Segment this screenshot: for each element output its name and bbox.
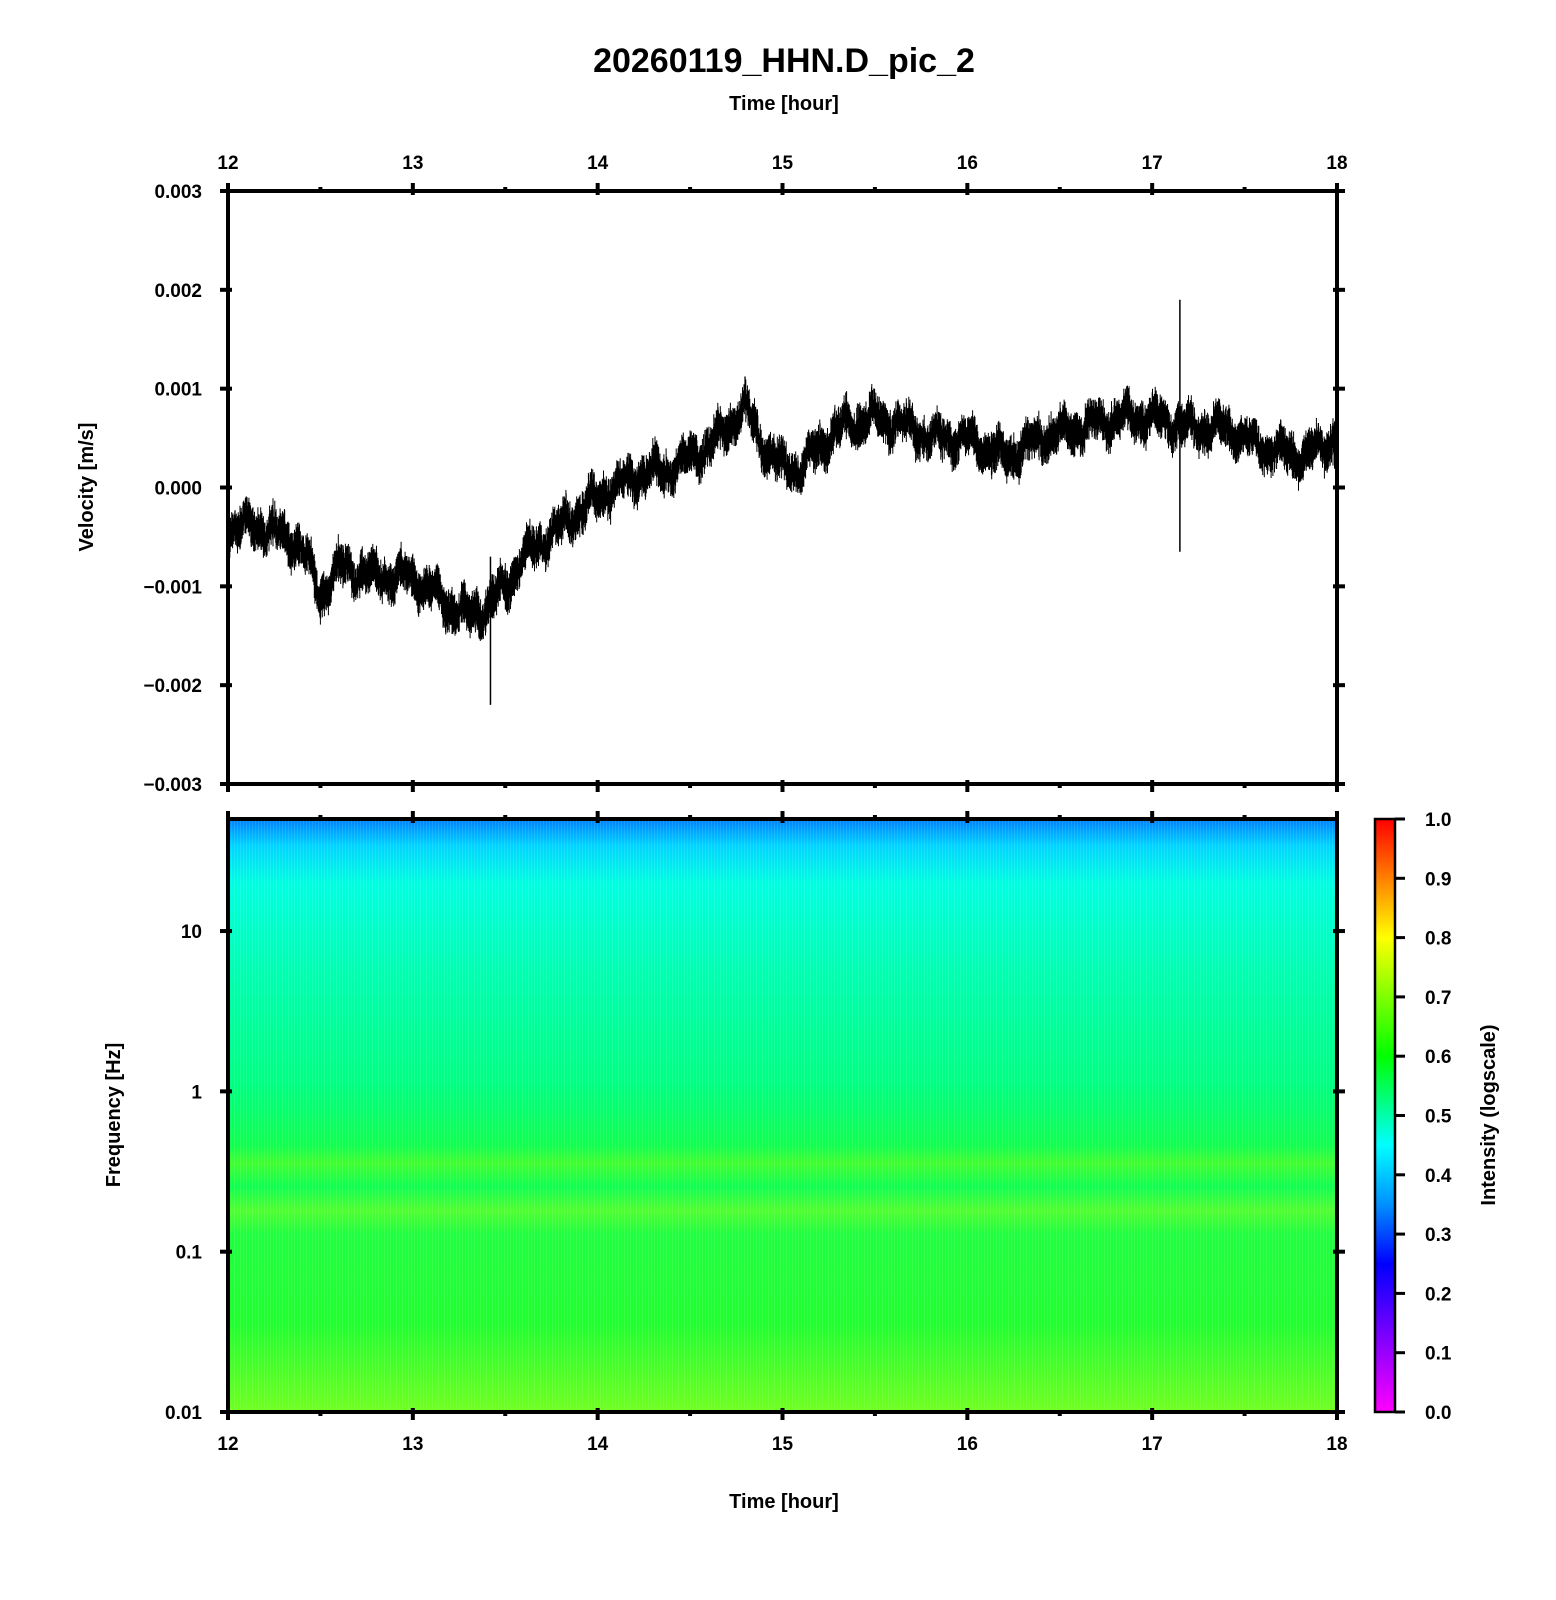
colorbar-tick-label: 0.4 <box>1425 1166 1452 1187</box>
top-x-axis-label: Time [hour] <box>729 93 839 115</box>
top-y-tick-label: −0.001 <box>143 577 202 598</box>
top-x-tick-label: 17 <box>1142 153 1163 174</box>
bottom-axis-ticks: 12 13 14 15 16 17 18 10 1 0.1 0.01 <box>165 811 1348 1455</box>
top-y-tick-label: 0.001 <box>154 380 202 401</box>
bottom-y-tick-label: 0.1 <box>176 1243 203 1264</box>
bottom-x-axis-label: Time [hour] <box>729 1491 839 1513</box>
colorbar-tick-label: 0.2 <box>1425 1284 1451 1305</box>
top-y-tick-label: 0.002 <box>154 281 202 302</box>
colorbar-label: Intensity (logscale) <box>1478 1024 1500 1205</box>
top-x-tick-label: 14 <box>587 153 609 174</box>
top-x-tick-label: 18 <box>1326 153 1347 174</box>
bottom-x-tick-label: 17 <box>1142 1434 1163 1455</box>
bottom-x-tick-label: 12 <box>217 1434 238 1455</box>
colorbar-tick-label: 1.0 <box>1425 810 1451 831</box>
bottom-x-tick-label: 15 <box>772 1434 794 1455</box>
chart-title: 20260119_HHN.D_pic_2 <box>593 42 975 80</box>
top-x-tick-label: 16 <box>957 153 978 174</box>
top-x-tick-label: 12 <box>217 153 238 174</box>
colorbar-tick-label: 0.7 <box>1425 988 1451 1009</box>
bottom-x-tick-label: 14 <box>587 1434 609 1455</box>
velocity-trace <box>228 299 1337 705</box>
colorbar-tick-label: 0.3 <box>1425 1225 1451 1246</box>
colorbar-ticks: 1.0 0.9 0.8 0.7 0.6 0.5 0.4 0.3 0.2 0.1 0.0 <box>1395 810 1452 1424</box>
velocity-series <box>228 376 1337 641</box>
bottom-x-tick-label: 16 <box>957 1434 978 1455</box>
top-y-axis-label: Velocity [m/s] <box>76 423 98 552</box>
top-x-tick-label: 13 <box>402 153 423 174</box>
bottom-y-tick-label: 10 <box>181 922 202 943</box>
bottom-x-tick-label: 18 <box>1326 1434 1347 1455</box>
top-y-tick-label: −0.002 <box>143 676 202 697</box>
bottom-x-tick-label: 13 <box>402 1434 423 1455</box>
bottom-y-axis-label: Frequency [Hz] <box>103 1043 125 1187</box>
colorbar-tick-label: 0.0 <box>1425 1403 1451 1424</box>
bottom-y-tick-label: 0.01 <box>165 1403 202 1424</box>
colorbar-tick-label: 0.1 <box>1425 1344 1452 1365</box>
top-plot-frame <box>226 189 1339 786</box>
colorbar-tick-label: 0.5 <box>1425 1107 1452 1128</box>
colorbar-tick-label: 0.6 <box>1425 1047 1451 1068</box>
bottom-y-tick-label: 1 <box>191 1082 202 1103</box>
colorbar-tick-label: 0.8 <box>1425 929 1451 950</box>
colorbar <box>1373 817 1397 1414</box>
top-y-tick-label: 0.000 <box>154 479 202 500</box>
spectrogram-texture <box>228 819 1337 1412</box>
top-y-tick-label: 0.003 <box>154 182 202 203</box>
top-axis-ticks: 12 13 14 15 16 17 18 0.003 0.002 0.001 0.000 −0.001… <box>143 153 1347 796</box>
top-y-tick-label: −0.003 <box>143 775 202 796</box>
colorbar-tick-label: 0.9 <box>1425 869 1451 890</box>
top-x-tick-label: 15 <box>772 153 794 174</box>
